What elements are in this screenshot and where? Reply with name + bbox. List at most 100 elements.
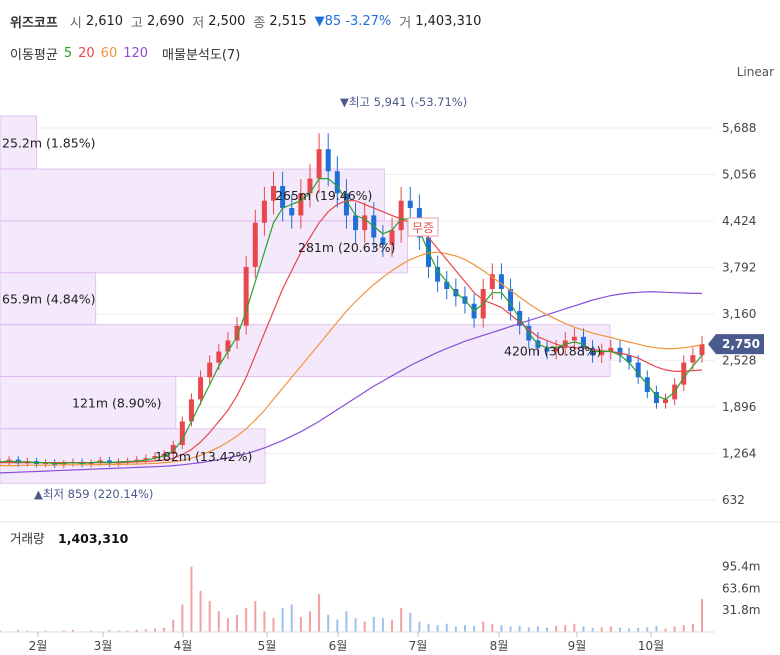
volume-bar — [254, 601, 257, 632]
candle-body — [280, 185, 286, 209]
ma20-label[interactable]: 20 — [78, 46, 95, 61]
volume-bar — [509, 626, 512, 632]
volume-bar — [445, 623, 448, 632]
volume-bar — [62, 630, 65, 632]
ma120-line — [0, 291, 702, 474]
y-tick-label: 5,056 — [722, 168, 756, 182]
candle-body — [380, 237, 386, 245]
volume-profile-bar — [0, 428, 266, 484]
change-value: ▼85 -3.27% — [314, 13, 392, 29]
candle-body — [316, 149, 322, 179]
volume-bar — [473, 625, 476, 632]
low-label: 저 — [192, 15, 205, 31]
candle-body — [389, 230, 395, 245]
volume-bar — [90, 630, 93, 632]
candle-body — [580, 336, 586, 348]
volume-profile-label: 265m (19.46%) — [275, 188, 372, 203]
volume-profile-label: 25.2m (1.85%) — [2, 136, 95, 151]
ma60-label[interactable]: 60 — [100, 46, 118, 61]
candle-body — [599, 351, 605, 356]
candle-body — [170, 444, 176, 454]
candle-body — [444, 281, 450, 289]
volume-bar — [226, 618, 229, 632]
volume-bar — [199, 590, 202, 632]
volume-bar — [17, 629, 20, 632]
volume-bar — [0, 630, 1, 632]
volume-bar — [682, 625, 685, 632]
volume-bar — [527, 627, 530, 632]
volume-bar — [536, 626, 539, 632]
x-tick-label: 3월 — [94, 639, 113, 653]
ma120-label[interactable]: 120 — [123, 46, 149, 61]
ma-label[interactable]: 이동평균 — [10, 48, 58, 63]
volume-bar — [172, 619, 175, 632]
volume-bar — [208, 601, 211, 632]
volume-bar — [400, 607, 403, 632]
candle-body — [635, 362, 641, 378]
candle-body — [571, 336, 577, 341]
volume-bar — [409, 612, 412, 632]
low-value: 2,500 — [208, 13, 246, 29]
high-annotation: ▼최고 5,941 (-53.71%) — [340, 95, 467, 109]
current-price-tag — [708, 334, 764, 355]
volume-bar — [144, 629, 147, 632]
ma5-label[interactable]: 5 — [63, 46, 73, 61]
candle-body — [106, 460, 112, 464]
y-tick-label: 2,528 — [722, 354, 756, 368]
y-tick-label: 3,792 — [722, 261, 756, 275]
volume-profile-bar — [0, 272, 97, 326]
candle-body — [407, 200, 413, 209]
candle-body — [307, 178, 313, 194]
current-price-label: 2,750 — [722, 337, 760, 351]
x-tick-label: 2월 — [29, 639, 48, 653]
volume-bar — [500, 625, 503, 632]
event-marker — [407, 217, 439, 237]
candle-body — [553, 347, 559, 352]
volume-y-tick-label: 95.4m — [722, 559, 760, 573]
volume-bar — [664, 628, 667, 632]
candle-body — [489, 274, 495, 289]
volume-bar — [518, 625, 521, 632]
candle-body — [161, 453, 167, 457]
volume-bar — [381, 618, 384, 632]
candle-body — [271, 185, 277, 201]
volume-bar — [427, 623, 430, 632]
candle-body — [617, 347, 623, 356]
candle-body — [626, 355, 632, 363]
candle-body — [298, 193, 304, 216]
profile-label[interactable]: 매물분석도(7) — [162, 48, 241, 63]
high-label: 고 — [131, 15, 143, 31]
volume-bar — [263, 611, 266, 632]
candle-body — [353, 215, 359, 231]
volume-bar — [391, 619, 394, 632]
volume-bar — [108, 629, 111, 632]
volume-bar — [236, 614, 239, 632]
volume-y-tick-label: 31.8m — [722, 603, 760, 617]
volume-bar — [345, 611, 348, 632]
candle-body — [608, 347, 614, 352]
volume-bar — [637, 627, 640, 632]
volume-bar — [418, 621, 421, 632]
candle-body — [225, 340, 231, 352]
open-label: 시 — [69, 15, 82, 31]
candle-body — [234, 325, 240, 341]
x-tick-label: 6월 — [329, 639, 348, 653]
volume-bar — [354, 618, 357, 632]
x-tick-label: 7월 — [409, 639, 428, 653]
volume-y-tick-label: 63.6m — [722, 581, 760, 595]
volume-bar — [564, 625, 567, 632]
candle-body — [681, 362, 687, 385]
volume-bar — [618, 627, 621, 632]
ma60-line — [0, 251, 703, 467]
scale-toggle[interactable]: Linear — [736, 65, 774, 79]
y-tick-label: 4,424 — [722, 214, 756, 228]
volume-bar — [153, 628, 156, 632]
x-tick-label: 8월 — [490, 639, 509, 653]
volume-bar — [281, 607, 284, 632]
volume-bar — [71, 629, 74, 632]
volume-bar — [217, 611, 220, 632]
candle-body — [188, 399, 194, 422]
y-tick-label: 632 — [722, 493, 745, 507]
volume-bar — [299, 616, 302, 632]
